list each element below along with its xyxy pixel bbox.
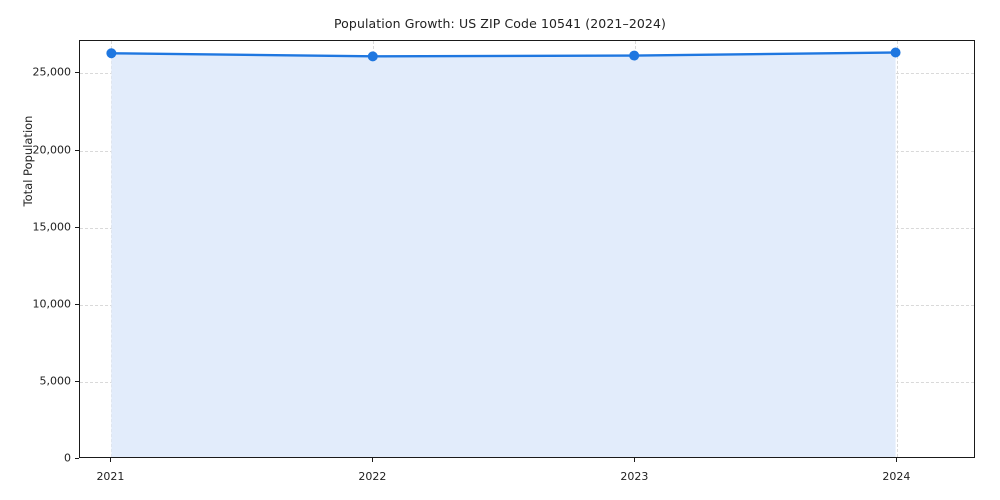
- x-axis-tick-label: 2021: [96, 470, 125, 483]
- x-axis-tick-label: 2024: [882, 470, 911, 483]
- y-axis-tick-mark: [75, 458, 79, 459]
- y-axis-tick-label: 10,000: [32, 297, 72, 311]
- y-axis-tick-label: 20,000: [32, 143, 72, 156]
- population-series: [106, 47, 901, 457]
- data-point-marker: [629, 50, 640, 61]
- chart-title: Population Growth: US ZIP Code 10541 (20…: [333, 16, 667, 31]
- data-point-marker: [367, 51, 378, 62]
- data-point-markers: [106, 47, 901, 62]
- data-point-marker: [106, 48, 117, 59]
- y-axis-tick-mark: [75, 72, 79, 74]
- x-axis-tick-mark: [634, 458, 636, 462]
- y-axis-label: Total Population: [21, 115, 35, 207]
- y-axis-tick-label: 25,000: [32, 65, 72, 79]
- y-axis-tick-mark: [75, 149, 79, 151]
- y-axis-tick-mark: [75, 380, 79, 382]
- x-axis-tick-mark: [372, 458, 374, 462]
- plot-area: [79, 40, 975, 458]
- area-fill: [111, 52, 896, 457]
- x-axis-tick-label: 2022: [358, 470, 387, 483]
- data-point-marker: [890, 47, 901, 58]
- x-axis-tick-mark: [110, 458, 112, 462]
- x-axis-tick-mark: [896, 458, 898, 462]
- gridline-vertical: [897, 41, 899, 457]
- line-path: [110, 51, 897, 58]
- y-axis-tick-label: 0: [64, 451, 71, 465]
- y-axis-tick-mark: [75, 226, 79, 228]
- y-axis-tick-label: 5,000: [39, 374, 72, 388]
- y-axis-tick-label: 15,000: [32, 220, 72, 234]
- x-axis-tick-label: 2023: [620, 470, 649, 483]
- y-axis-tick-mark: [75, 303, 79, 305]
